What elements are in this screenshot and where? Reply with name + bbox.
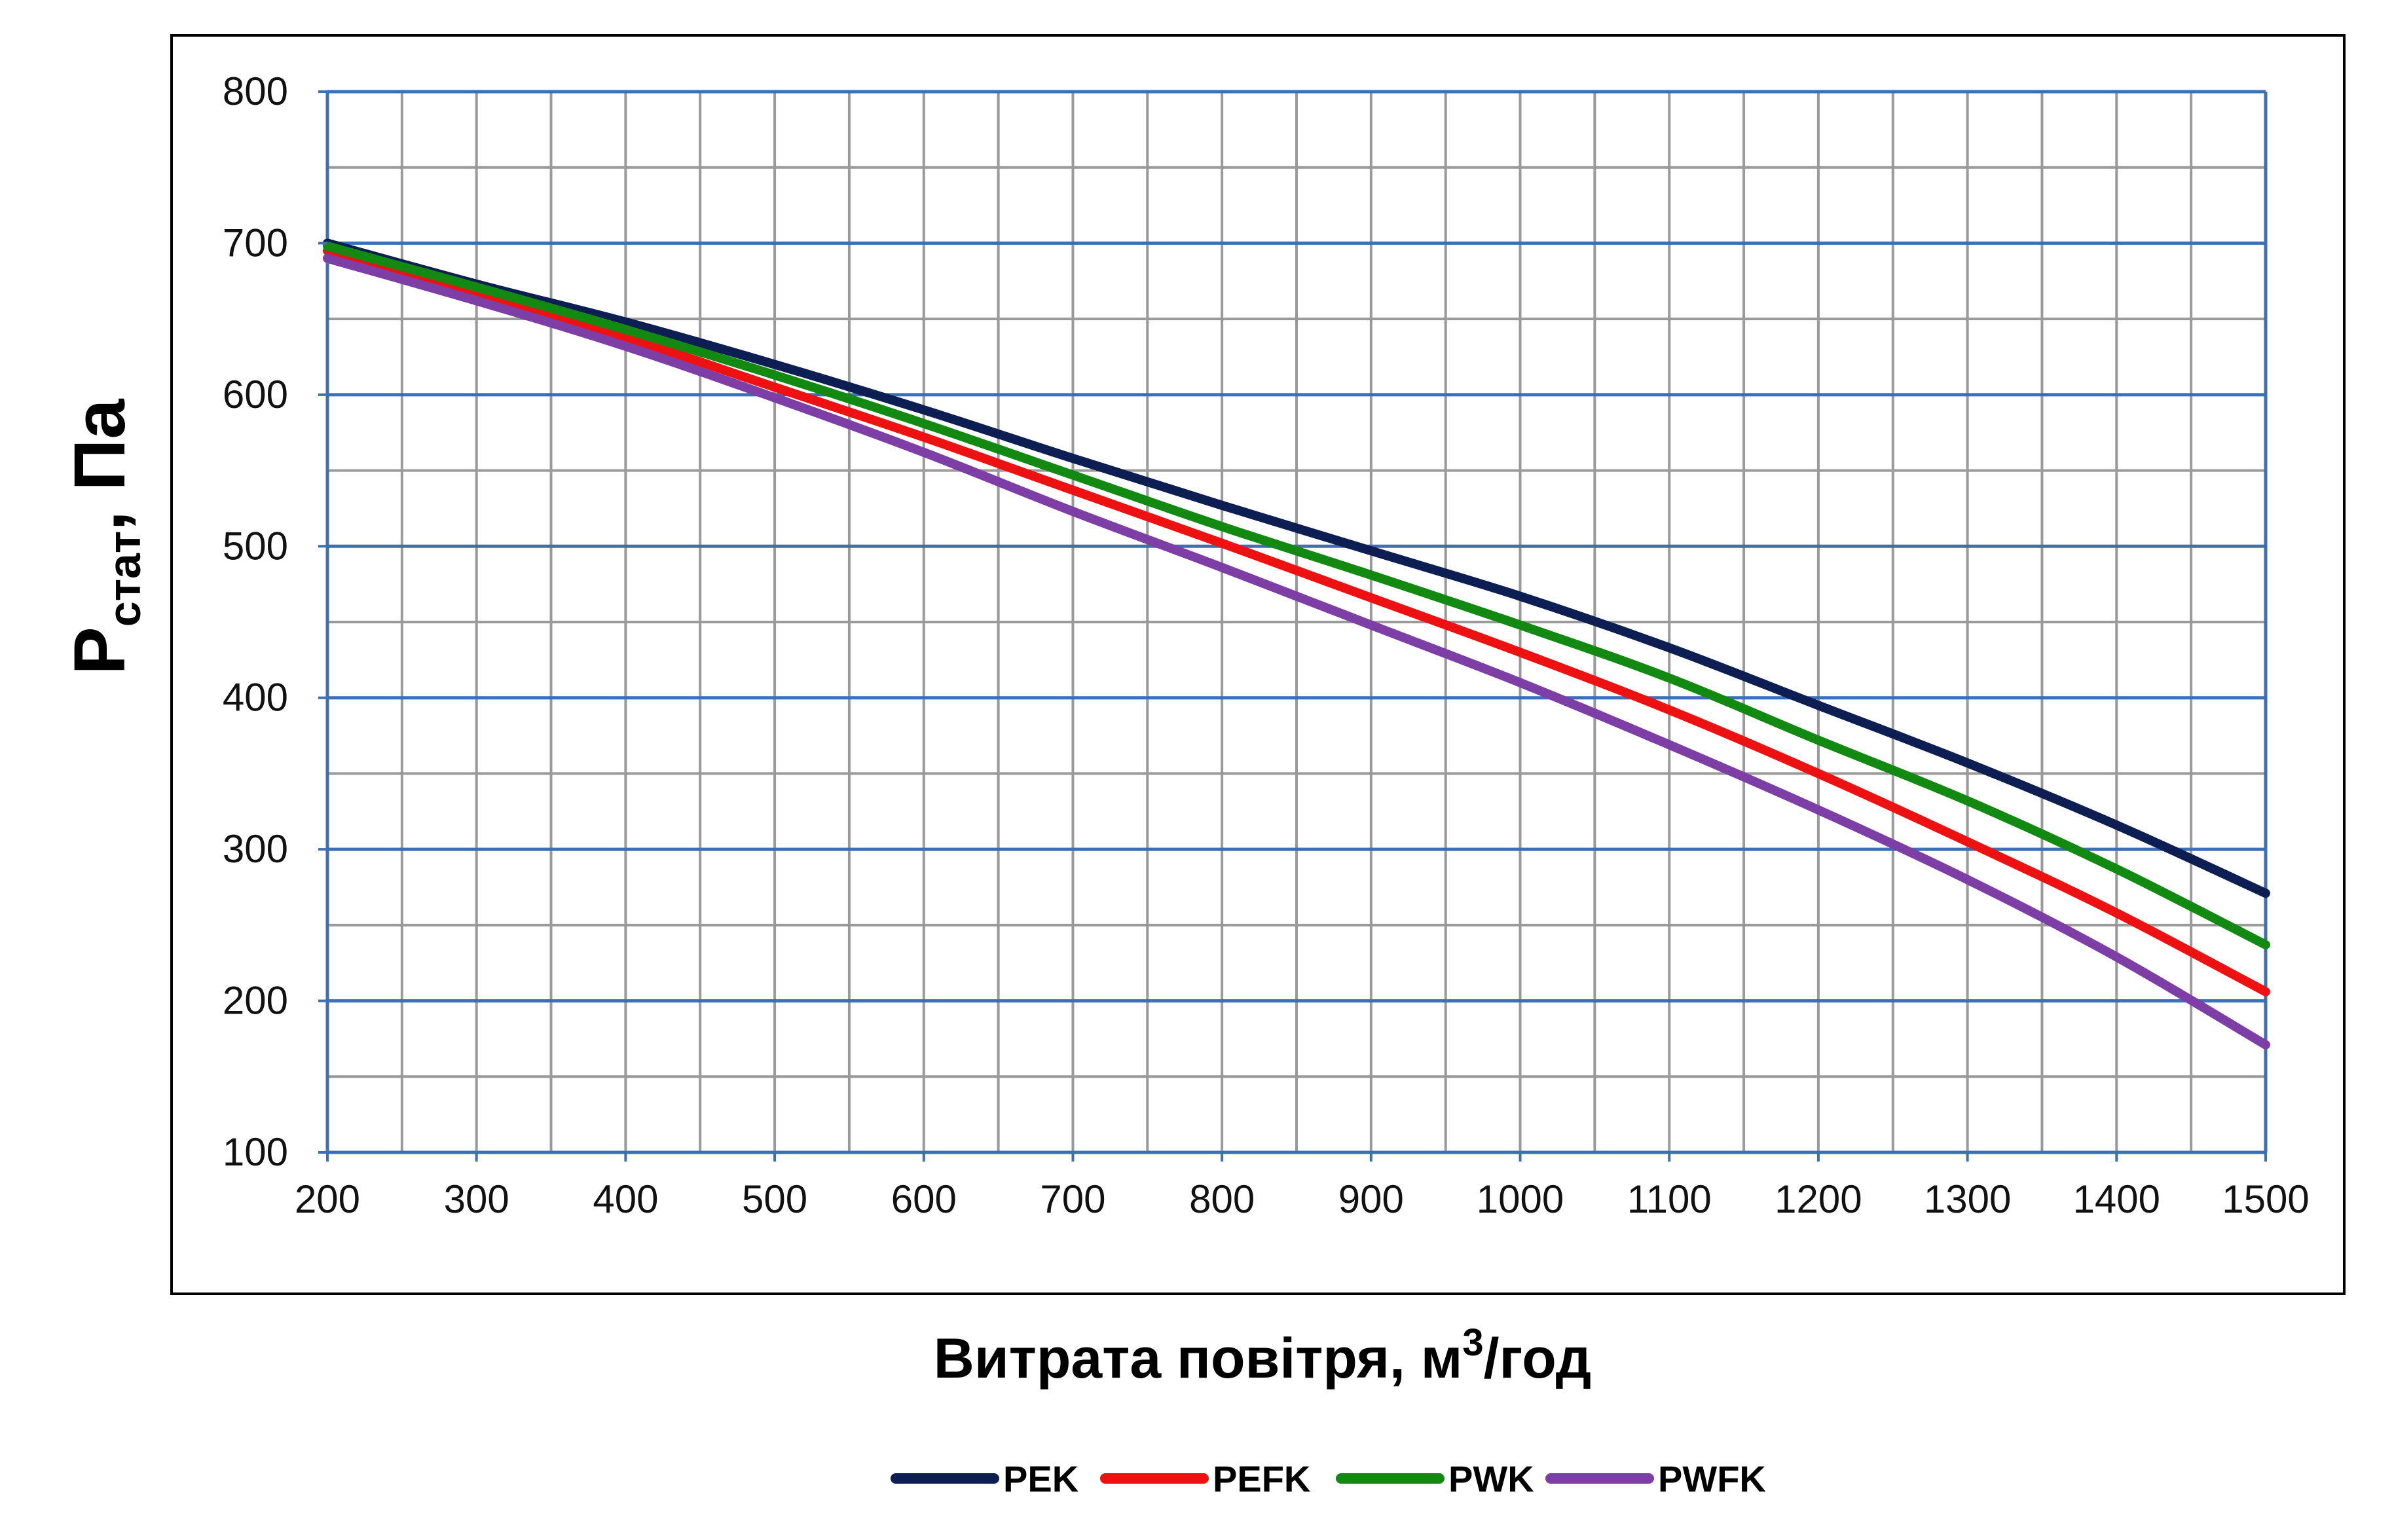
legend-item-pwk: PWK [1336, 1458, 1534, 1499]
x-tick-label: 1400 [2073, 1177, 2160, 1221]
x-tick-label: 1500 [2222, 1177, 2309, 1221]
x-tick-label: 300 [444, 1177, 509, 1221]
y-tick-label: 500 [223, 524, 288, 568]
legend-label: PWK [1448, 1458, 1534, 1499]
x-tick-label: 800 [1189, 1177, 1255, 1221]
x-tick-label: 900 [1338, 1177, 1404, 1221]
plot-area [323, 238, 2270, 1050]
x-tick-label: 200 [295, 1177, 360, 1221]
x-axis-title-suffix: /год [1484, 1327, 1592, 1390]
legend-label: PEFK [1213, 1458, 1310, 1499]
y-tick-label: 800 [223, 69, 288, 113]
legend-item-pefk: PEFK [1100, 1458, 1310, 1499]
y-tick-label: 600 [223, 373, 288, 416]
y-axis-title-subscript: стат [99, 531, 150, 627]
legend-item-pek: PEK [891, 1458, 1078, 1499]
y-tick-label: 400 [223, 676, 288, 720]
y-tick-label: 100 [223, 1130, 288, 1174]
y-axis-title: Pстат, Па [60, 399, 150, 675]
y-tick-label: 200 [223, 979, 288, 1023]
x-tick-label: 1000 [1477, 1177, 1564, 1221]
y-tick-label: 300 [223, 827, 288, 871]
legend: PEK PEFK PWK PWFK [891, 1458, 1766, 1499]
x-tick-label: 400 [593, 1177, 658, 1221]
x-tick-label: 600 [891, 1177, 957, 1221]
series-line-pek [323, 238, 2270, 898]
x-tick-label: 1200 [1775, 1177, 1862, 1221]
y-axis: 100 200 300 400 500 600 700 800 [223, 69, 327, 1174]
x-tick-label: 1300 [1924, 1177, 2011, 1221]
x-tick-label: 700 [1040, 1177, 1105, 1221]
x-axis: 200 300 400 500 600 700 800 900 1000 1100 1200 1300… [295, 1152, 2310, 1221]
y-tick-label: 700 [223, 221, 288, 265]
x-axis-title: Витрата повітря, м3/год [934, 1321, 1591, 1390]
grid [325, 90, 2268, 1154]
legend-item-pwfk: PWFK [1545, 1458, 1766, 1499]
series-line-pefk [323, 246, 2270, 997]
legend-label: PWFK [1658, 1458, 1766, 1499]
x-tick-label: 1100 [1627, 1177, 1712, 1221]
x-axis-title-superscript: 3 [1462, 1321, 1483, 1364]
series-line-pwk [323, 242, 2270, 949]
y-axis-title-suffix: , Па [60, 399, 140, 531]
chart-frame [170, 34, 2346, 1295]
series-line-pwfk [323, 253, 2270, 1050]
x-tick-label: 500 [742, 1177, 807, 1221]
legend-label: PEK [1003, 1458, 1078, 1499]
